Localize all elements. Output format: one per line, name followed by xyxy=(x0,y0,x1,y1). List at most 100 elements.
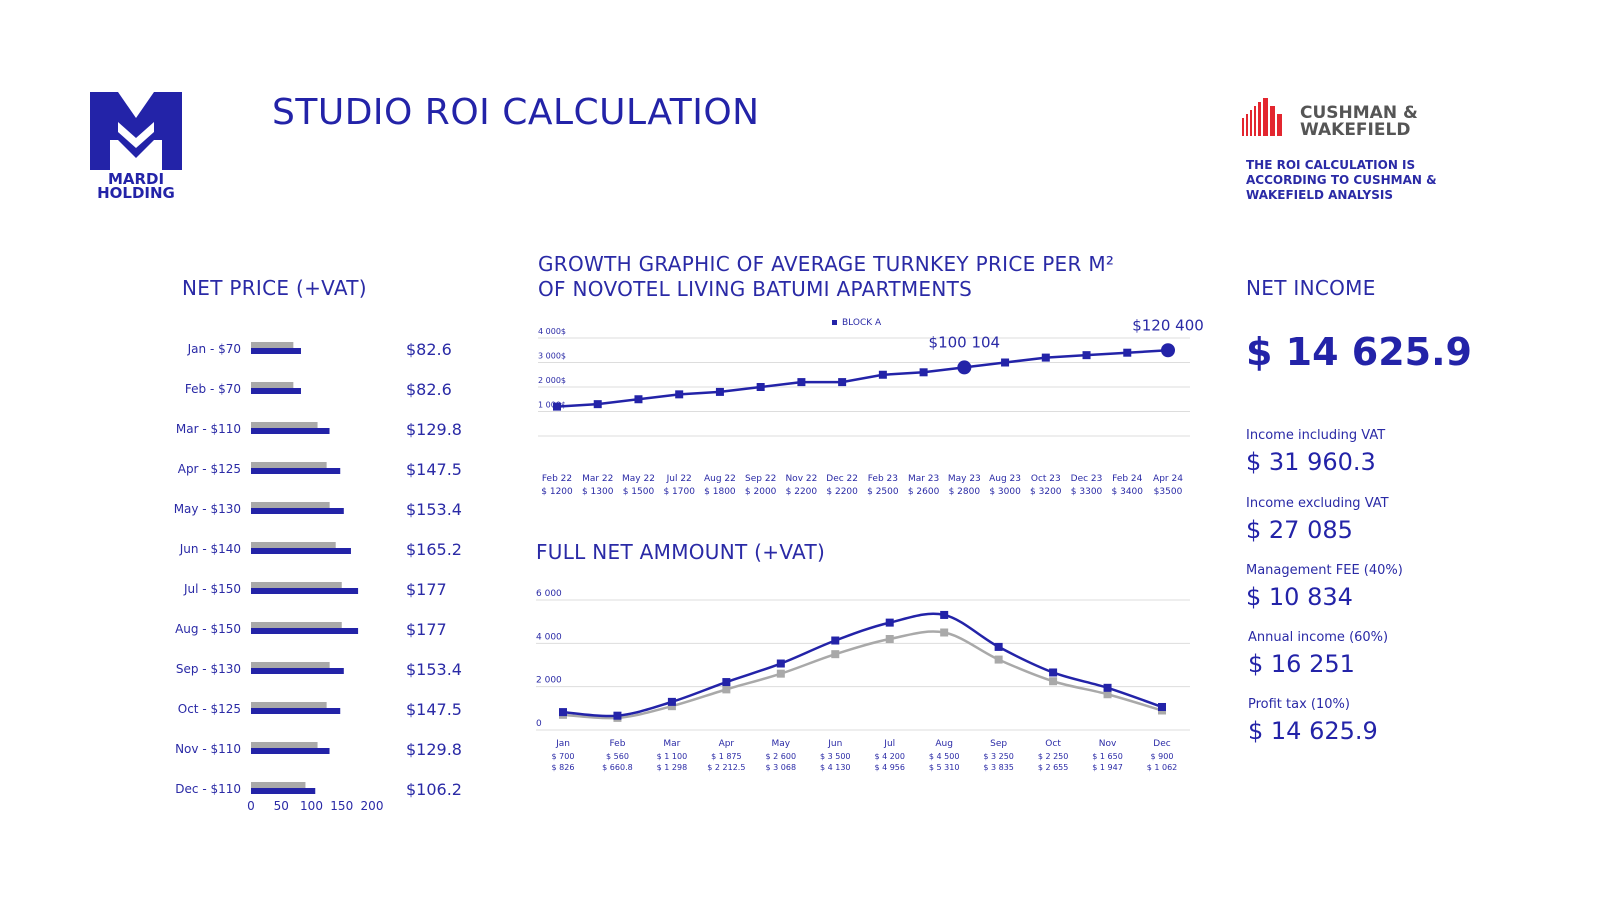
growth-x-tick: Dec 23 xyxy=(1071,474,1103,484)
growth-y-tick: 2 000$ xyxy=(538,376,566,385)
fullnet-y-tick: 0 xyxy=(536,719,542,729)
growth-price-label: $ 2200 xyxy=(786,487,818,497)
bar-grey xyxy=(251,702,327,708)
fullnet-label-blue: $ 826 xyxy=(552,763,575,772)
mardi-logo-mark: MARDI HOLDING xyxy=(90,92,182,202)
fullnet-y-tick: 2 000 xyxy=(536,676,562,686)
management-fee-label: Management FEE (40%) xyxy=(1246,563,1403,578)
fullnet-point-grey xyxy=(994,655,1003,664)
bar-blue xyxy=(251,468,341,474)
fullnet-line-grey xyxy=(562,630,1163,720)
bar-grey xyxy=(251,382,294,388)
income-incl-vat-value: $ 31 960.3 xyxy=(1246,448,1376,476)
bar-x-tick: 0 xyxy=(247,799,255,813)
logo-text-cushman: CUSHMAN & xyxy=(1300,103,1418,123)
growth-legend-swatch xyxy=(832,320,837,325)
bar-category-label: Aug - $150 xyxy=(175,622,241,636)
growth-x-tick: Apr 24 xyxy=(1153,474,1183,484)
growth-title-line1: GROWTH GRAPHIC OF AVERAGE TURNKEY PRICE … xyxy=(538,252,1115,276)
growth-y-tick: 1 000$ xyxy=(538,401,566,410)
fullnet-x-tick: Apr xyxy=(719,739,735,749)
fullnet-point-blue xyxy=(722,678,731,687)
growth-price-label: $ 3000 xyxy=(989,487,1021,497)
growth-point xyxy=(715,387,724,396)
fullnet-point-grey xyxy=(722,685,731,694)
growth-highlight-point xyxy=(957,360,972,375)
bar-category-label: Mar - $110 xyxy=(176,422,241,436)
bar-value-label: $153.4 xyxy=(406,660,462,679)
fullnet-label-grey: $ 4 200 xyxy=(874,752,905,761)
full-net-title: FULL NET AMMOUNT (+VAT) xyxy=(536,540,826,564)
growth-x-tick: Mar 23 xyxy=(908,474,939,484)
fullnet-point-grey xyxy=(1103,690,1112,699)
cushman-wakefield-logo: CUSHMAN & WAKEFIELD xyxy=(1242,98,1442,142)
growth-price-label: $ 1500 xyxy=(623,487,655,497)
growth-point xyxy=(797,378,806,387)
bar-category-label: Dec - $110 xyxy=(175,782,241,796)
fullnet-point-blue xyxy=(613,711,622,720)
logo-text-holding: HOLDING xyxy=(97,184,175,202)
net-price-title: NET PRICE (+VAT) xyxy=(182,276,367,300)
bar-blue xyxy=(251,748,330,754)
fullnet-label-grey: $ 700 xyxy=(552,752,575,761)
growth-x-tick: Dec 22 xyxy=(826,474,858,484)
growth-series-line xyxy=(556,349,1169,408)
fullnet-x-tick: Feb xyxy=(609,739,625,749)
fullnet-point-blue xyxy=(994,642,1003,651)
logo-text-wakefield: WAKEFIELD xyxy=(1300,120,1410,140)
fullnet-x-tick: Jan xyxy=(555,739,570,749)
bar-category-label: Apr - $125 xyxy=(178,462,241,476)
income-excl-vat-label: Income excluding VAT xyxy=(1246,496,1389,511)
bar-value-label: $147.5 xyxy=(406,460,462,479)
bar-grey xyxy=(251,342,294,348)
growth-x-tick: Sep 22 xyxy=(745,474,776,484)
fullnet-point-grey xyxy=(885,635,894,643)
fullnet-label-grey: $ 1 100 xyxy=(657,752,688,761)
growth-price-label: $ 1300 xyxy=(582,487,614,497)
bar-value-label: $129.8 xyxy=(406,420,462,439)
bar-blue xyxy=(251,428,330,434)
fullnet-x-tick: Mar xyxy=(663,739,680,749)
fullnet-point-blue xyxy=(559,708,567,717)
fullnet-label-blue: $ 2 655 xyxy=(1038,763,1069,772)
growth-price-label: $ 1800 xyxy=(704,487,736,497)
profit-tax-value: $ 14 625.9 xyxy=(1248,717,1378,745)
fullnet-point-blue xyxy=(1158,702,1166,711)
fullnet-label-grey: $ 2 600 xyxy=(766,752,797,761)
bar-category-label: Oct - $125 xyxy=(178,702,241,716)
fullnet-x-tick: Sep xyxy=(990,739,1007,749)
net-income-title: NET INCOME xyxy=(1246,276,1376,300)
bar-blue xyxy=(251,508,344,514)
annual-income-label: Annual income (60%) xyxy=(1248,630,1389,645)
growth-price-label: $ 2600 xyxy=(908,487,940,497)
bar-grey xyxy=(251,422,318,428)
fullnet-label-grey: $ 900 xyxy=(1151,752,1174,761)
fullnet-label-blue: $ 4 130 xyxy=(820,763,851,772)
fullnet-point-blue xyxy=(667,697,676,706)
bar-x-tick: 100 xyxy=(300,799,323,813)
fullnet-x-tick: May xyxy=(772,739,791,749)
bar-grey xyxy=(251,582,342,588)
bar-category-label: Sep - $130 xyxy=(176,662,241,676)
growth-highlight-point xyxy=(1161,343,1175,358)
bar-grey xyxy=(251,502,330,508)
bar-blue xyxy=(251,348,301,354)
fullnet-label-grey: $ 1 650 xyxy=(1092,752,1123,761)
fullnet-point-blue xyxy=(885,618,894,627)
fullnet-x-tick: Dec xyxy=(1153,739,1170,749)
fullnet-label-blue: $ 5 310 xyxy=(929,763,960,772)
fullnet-point-blue xyxy=(776,659,785,668)
bar-value-label: $177 xyxy=(406,620,447,639)
income-excl-vat-value: $ 27 085 xyxy=(1246,516,1353,544)
bar-value-label: $147.5 xyxy=(406,700,462,719)
growth-x-tick: Aug 22 xyxy=(704,474,736,484)
growth-point xyxy=(919,368,928,377)
growth-point xyxy=(634,395,643,404)
fullnet-label-blue: $ 3 835 xyxy=(983,763,1014,772)
growth-price-label: $ 1700 xyxy=(663,487,695,497)
fullnet-point-blue xyxy=(1103,683,1112,692)
growth-point xyxy=(756,383,765,391)
growth-price-label: $ 3300 xyxy=(1071,487,1103,497)
growth-x-tick: May 22 xyxy=(622,474,655,484)
annual-income-value: $ 16 251 xyxy=(1248,650,1355,678)
